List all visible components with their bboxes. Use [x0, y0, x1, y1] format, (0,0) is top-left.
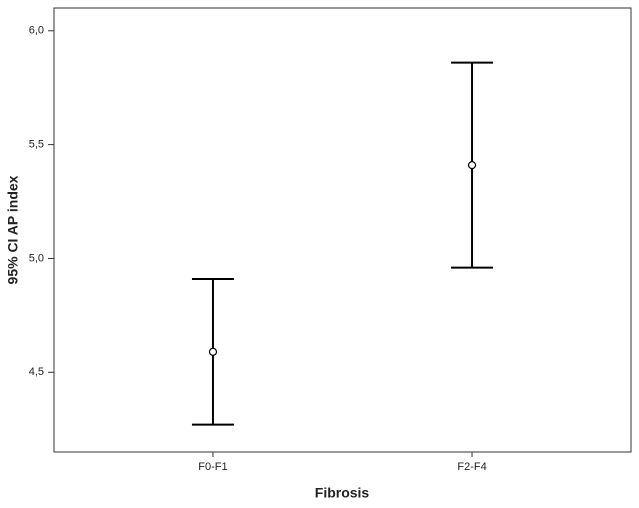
y-tick-label: 6,0	[29, 25, 44, 37]
y-tick-label: 5,0	[29, 252, 44, 264]
y-tick-label: 4,5	[29, 366, 44, 378]
x-tick-label: F2-F4	[457, 461, 486, 473]
mean-marker	[208, 347, 218, 356]
mean-marker	[467, 161, 477, 170]
plot-frame	[53, 7, 632, 453]
x-axis-title: Fibrosis	[315, 485, 370, 501]
y-axis-title: 95% CI AP index	[5, 175, 21, 284]
x-tick-label: F0-F1	[198, 461, 227, 473]
y-tick-label: 5,5	[29, 139, 44, 151]
